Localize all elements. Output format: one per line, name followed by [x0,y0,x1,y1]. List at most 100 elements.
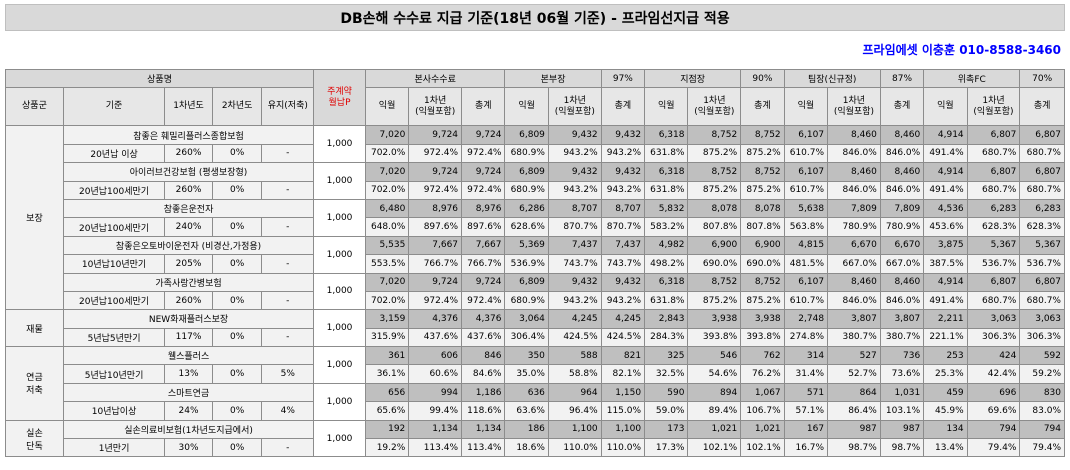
commission-rate: 680.7% [966,180,1021,200]
commission-rate: 943.2% [547,180,602,200]
year2-rate: 0% [211,364,263,384]
commission-rate: 875.2% [687,180,742,200]
commission-amount: 1,100 [600,419,646,440]
product-name-row: 가족사랑간병보험 1,000 7,020 9,724 9,724 6,809 9,432 9,… [6,272,1065,311]
commission-amount: 9,724 [408,272,463,292]
commission-rate: 393.8% [740,327,785,348]
commission-amount: 6,670 [827,235,881,256]
commission-amount: 6,809 [504,125,549,145]
commission-rate: 25.3% [923,364,968,384]
commission-rate: 897.6% [461,217,506,237]
commission-amount: 6,900 [740,235,785,256]
commission-rate: 680.9% [504,143,549,164]
commission-rate: 73.6% [879,364,925,384]
branch-rate: 90% [740,68,785,89]
commission-rate: 274.8% [783,327,829,348]
commission-rate: 65.6% [364,401,410,421]
year1-rate: 240% [164,217,213,237]
commission-rate: 875.2% [687,143,742,164]
product-name-row: 연금 저축 웰스플러스 1,000 361 606 846 350 588 821 325 546 7… [5,346,1065,421]
product-name: 웰스플러스 [62,346,315,366]
commission-amount: 6,807 [966,162,1021,182]
commission-amount: 4,245 [600,309,646,329]
commission-amount: 9,724 [408,125,463,145]
commission-rate: 76.2% [740,364,785,384]
commission-amount: 527 [827,346,881,366]
commission-rate: 453.6% [923,217,968,237]
commission-rate: 35.0% [504,364,549,384]
commission-rate: 83.0% [1019,401,1065,421]
commission-rate: 875.2% [740,180,785,200]
commission-rate: 306.3% [1019,327,1065,348]
commission-rate: 870.7% [547,217,602,237]
commission-amount: 173 [644,419,689,440]
commission-amount: 696 [966,382,1021,403]
commission-rate: 13.4% [923,438,968,458]
year1-rate: 260% [164,290,213,311]
commission-amount: 1,021 [740,419,785,440]
commission-rate: 481.5% [783,254,829,274]
commission-amount: 167 [783,419,829,440]
year2-rate: 0% [211,180,263,200]
commission-rate: 57.1% [783,401,829,421]
commission-rate: 610.7% [783,180,829,200]
product-rate-row: 10년납이상 24% 0% 4% 65.6% 99.4% 118.6% 63.6% 96.4% 1… [6,401,1065,421]
year2-rate: 0% [211,327,263,348]
commission-rate: 846.0% [879,180,925,200]
commission-rate: 115.0% [600,401,646,421]
commission-rate: 18.6% [504,438,549,458]
commission-amount: 7,437 [600,235,646,256]
commission-amount: 994 [408,382,463,403]
commission-amount: 987 [879,419,925,440]
product-name: NEW화재플러스보장 [62,309,315,329]
product-name: 참좋은오토바이운전자 (비경산,가정용) [62,235,315,256]
commission-rate: 943.2% [600,290,646,311]
col-group-header: 상품군 [5,87,64,127]
commission-rate: 58.8% [547,364,602,384]
keep-rate: - [261,217,315,237]
sub-header-month: 익월 [504,87,549,127]
commission-amount: 6,480 [364,198,410,219]
commission-rate: 36.1% [364,364,410,384]
commission-amount: 6,807 [1019,272,1065,292]
monthly-premium: 1,000 [313,382,366,421]
commission-rate: 536.7% [966,254,1021,274]
commission-amount: 3,875 [923,235,968,256]
commission-amount: 192 [364,419,410,440]
commission-amount: 6,286 [504,198,549,219]
commission-amount: 7,809 [879,198,925,219]
page-title: DB손해 수수료 지급 기준(18년 06월 기준) - 프라임선지급 적용 [5,4,1065,31]
commission-amount: 350 [504,346,549,366]
commission-amount: 459 [923,382,968,403]
commission-amount: 7,667 [461,235,506,256]
commission-amount: 1,134 [408,419,463,440]
commission-rate: 99.4% [408,401,463,421]
commission-rate: 103.1% [879,401,925,421]
team-header: 팀장(신규정) [783,68,881,89]
keep-rate: 5% [261,364,315,384]
product-name-row: 참좋은운전자 1,000 6,480 8,976 8,976 6,286 8,707 8,70… [6,198,1065,237]
commission-rate: 45.9% [923,401,968,421]
commission-rate: 32.5% [644,364,689,384]
commission-amount: 424 [966,346,1021,366]
commission-rate: 113.4% [461,438,506,458]
commission-amount: 590 [644,382,689,403]
commission-rate: 972.4% [408,143,463,164]
sub-header-year1: 1차년 (익월포함) [687,87,742,127]
commission-rate: 766.7% [461,254,506,274]
commission-amount: 253 [923,346,968,366]
commission-amount: 5,369 [504,235,549,256]
commission-amount: 3,063 [1019,309,1065,329]
sub-header-total: 총계 [461,87,506,127]
commission-amount: 8,752 [740,125,785,145]
commission-amount: 7,020 [364,162,410,182]
commission-amount: 9,432 [547,272,602,292]
commission-amount: 9,724 [461,125,506,145]
keep-rate: - [261,290,315,311]
commission-rate: 536.9% [504,254,549,274]
sub-header-year1: 1차년 (익월포함) [547,87,602,127]
commission-rate: 437.6% [408,327,463,348]
commission-amount: 5,367 [966,235,1021,256]
product-name-row: 실손 단독 실손의료비보험(1차년도지급에서) 1,000 192 1,134 1,134… [5,419,1065,458]
sub-header-year1: 1차년 (익월포함) [966,87,1021,127]
